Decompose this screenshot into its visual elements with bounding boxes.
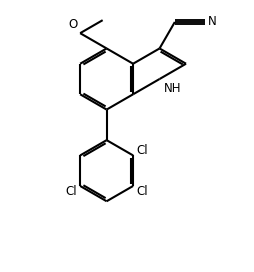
Text: N: N bbox=[208, 16, 217, 29]
Text: Cl: Cl bbox=[65, 185, 77, 198]
Text: Cl: Cl bbox=[137, 185, 148, 198]
Text: O: O bbox=[68, 18, 78, 31]
Text: Cl: Cl bbox=[137, 144, 148, 156]
Text: NH: NH bbox=[164, 82, 182, 95]
